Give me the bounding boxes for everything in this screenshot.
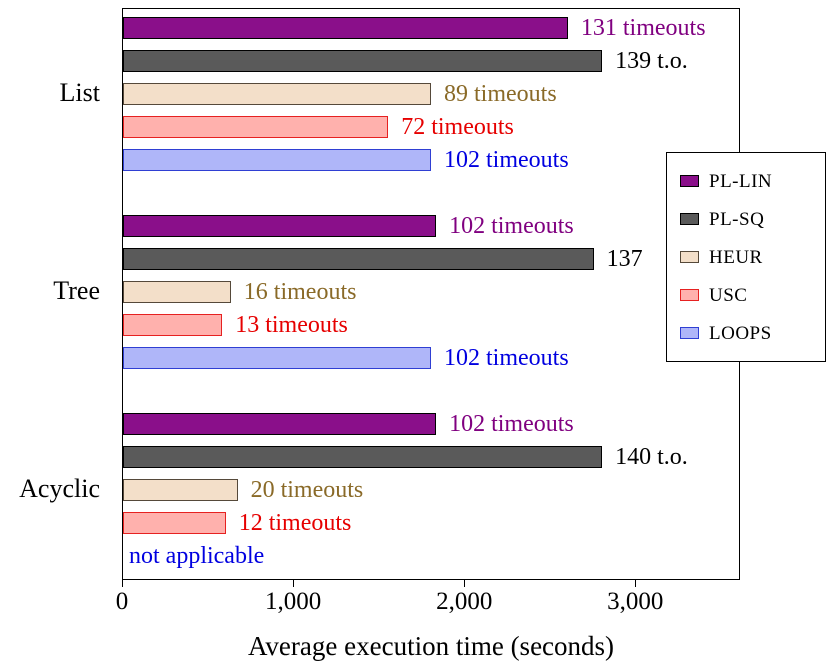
bar-value-label-acyclic-loops: not applicable bbox=[129, 543, 265, 569]
bar-value-label-list-pl-sq: 139 t.o. bbox=[615, 48, 688, 74]
category-label-tree: Tree bbox=[53, 276, 100, 305]
legend-entry-usc: USC bbox=[667, 276, 825, 314]
x-tick-mark bbox=[635, 580, 637, 587]
bar-tree-loops bbox=[123, 347, 431, 369]
bar-value-label-tree-heur: 16 timeouts bbox=[243, 279, 357, 305]
bar-value-label-tree-pl-lin: 102 timeouts bbox=[449, 213, 574, 239]
category-label-acyclic: Acyclic bbox=[19, 474, 100, 503]
bar-value-label-tree-pl-sq: 137 bbox=[606, 246, 643, 272]
legend-swatch-pl-lin bbox=[680, 175, 699, 187]
bar-value-label-list-loops: 102 timeouts bbox=[444, 147, 569, 173]
legend-label-pl-sq: PL-SQ bbox=[709, 208, 765, 230]
bar-tree-heur bbox=[123, 281, 231, 303]
bar-list-pl-lin bbox=[123, 17, 568, 39]
y-axis-category-labels: List Tree Acyclic bbox=[0, 8, 110, 580]
x-tick-mark bbox=[293, 580, 295, 587]
bar-acyclic-pl-sq bbox=[123, 446, 603, 468]
legend-entry-pl-lin: PL-LIN bbox=[667, 162, 825, 200]
legend-swatch-loops bbox=[680, 327, 699, 339]
bar-value-label-acyclic-heur: 20 timeouts bbox=[250, 477, 364, 503]
bar-value-label-tree-loops: 102 timeouts bbox=[444, 345, 569, 371]
bar-tree-usc bbox=[123, 314, 223, 336]
x-tick-label: 1,000 bbox=[264, 588, 322, 615]
bar-list-pl-sq bbox=[123, 50, 603, 72]
legend-swatch-heur bbox=[680, 251, 699, 263]
bar-value-label-list-usc: 72 timeouts bbox=[401, 114, 514, 140]
legend-label-heur: HEUR bbox=[709, 246, 763, 268]
x-tick-label: 0 bbox=[115, 588, 129, 615]
bar-acyclic-usc bbox=[123, 512, 226, 534]
legend-swatch-usc bbox=[680, 289, 699, 301]
legend-label-pl-lin: PL-LIN bbox=[709, 170, 773, 192]
bar-value-label-acyclic-pl-sq: 140 t.o. bbox=[615, 444, 688, 470]
bar-value-label-list-pl-lin: 131 timeouts bbox=[580, 15, 706, 41]
legend-entry-heur: HEUR bbox=[667, 238, 825, 276]
bar-acyclic-heur bbox=[123, 479, 238, 501]
legend-entry-pl-sq: PL-SQ bbox=[667, 200, 825, 238]
plot-area: 131 timeouts 139 t.o. 89 timeouts 72 timeou… bbox=[122, 8, 740, 580]
x-tick-mark bbox=[122, 580, 123, 587]
bar-value-label-acyclic-usc: 12 timeouts bbox=[238, 510, 352, 536]
x-tick-label: 3,000 bbox=[607, 588, 664, 615]
bar-tree-pl-lin bbox=[123, 215, 437, 237]
legend-entry-loops: LOOPS bbox=[667, 314, 825, 352]
bar-list-heur bbox=[123, 83, 431, 105]
category-label-list: List bbox=[59, 78, 100, 107]
x-axis-ticks: 0 1,000 2,000 3,000 bbox=[116, 580, 740, 624]
legend: PL-LIN PL-SQ HEUR USC LOOPS bbox=[666, 152, 826, 362]
legend-swatch-pl-sq bbox=[680, 213, 699, 225]
legend-label-loops: LOOPS bbox=[709, 322, 772, 344]
x-axis-label: Average execution time (seconds) bbox=[247, 631, 615, 661]
bar-value-label-tree-usc: 13 timeouts bbox=[235, 312, 348, 338]
bar-tree-pl-sq bbox=[123, 248, 594, 270]
x-tick-label: 2,000 bbox=[436, 588, 493, 615]
legend-label-usc: USC bbox=[709, 284, 748, 306]
bar-acyclic-pl-lin bbox=[123, 413, 437, 435]
bar-list-loops bbox=[123, 149, 431, 171]
bar-list-usc bbox=[123, 116, 389, 138]
x-tick-mark bbox=[464, 580, 466, 587]
bar-value-label-list-heur: 89 timeouts bbox=[444, 81, 557, 107]
bar-value-label-acyclic-pl-lin: 102 timeouts bbox=[449, 411, 574, 437]
